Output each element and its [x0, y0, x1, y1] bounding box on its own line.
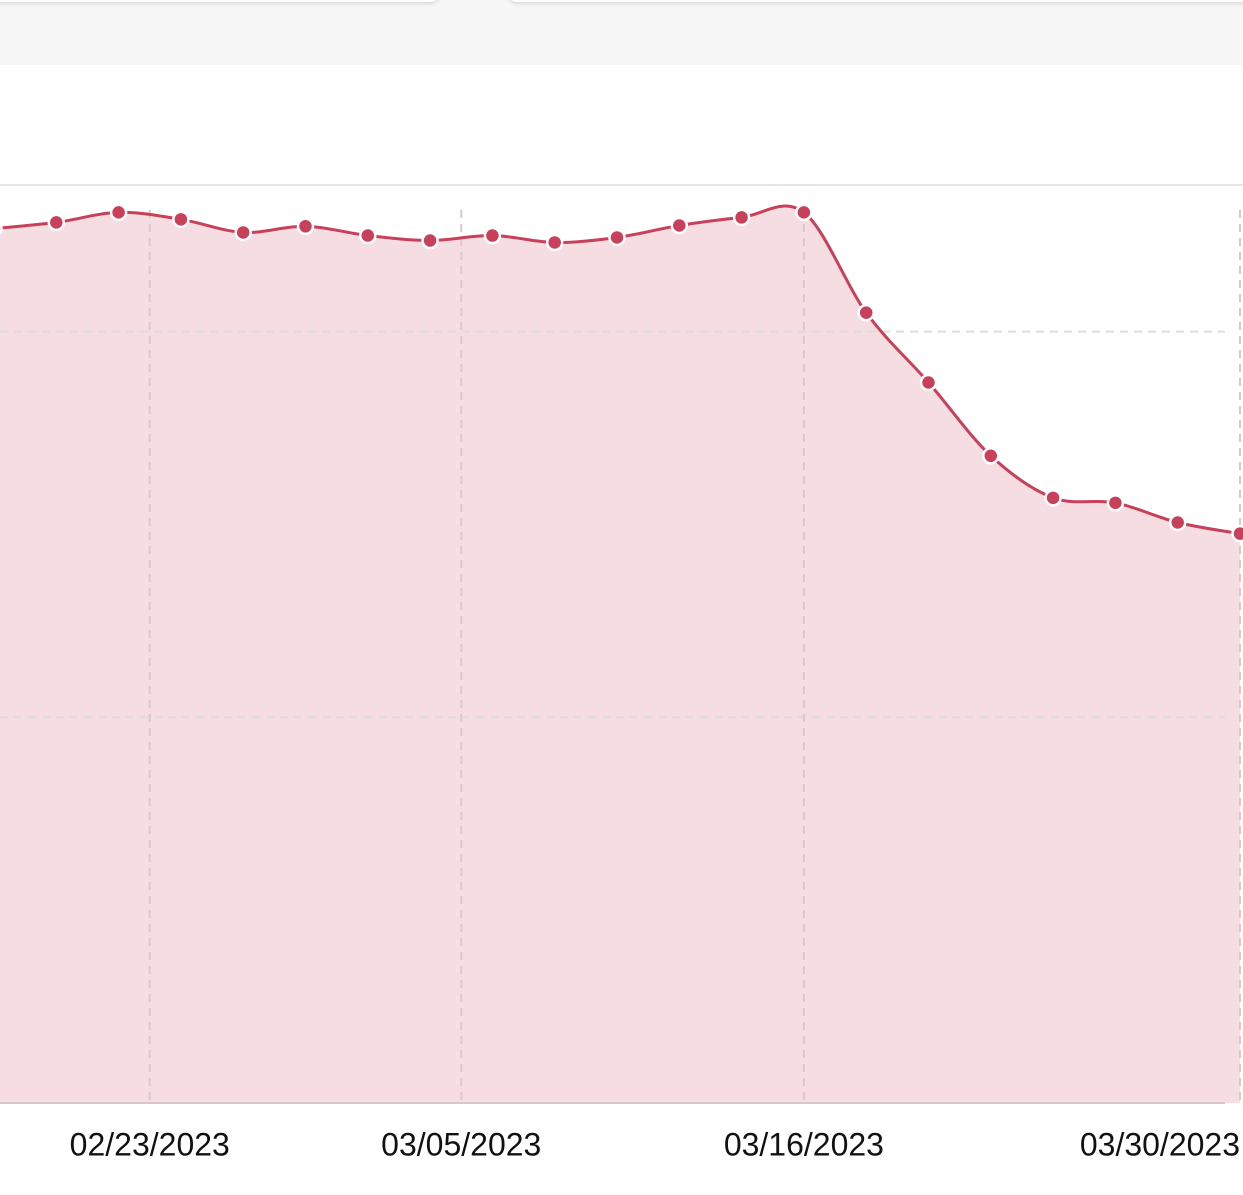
point	[360, 228, 375, 243]
point	[173, 212, 188, 227]
x-tick-label: 03/05/2023	[381, 1126, 541, 1162]
point	[796, 205, 811, 220]
point	[298, 219, 313, 234]
point	[485, 228, 500, 243]
point	[111, 205, 126, 220]
point	[423, 233, 438, 248]
x-tick-label: 03/30/2023	[1080, 1126, 1240, 1162]
x-tick-label: 02/23/2023	[70, 1126, 230, 1162]
point	[734, 210, 749, 225]
point	[236, 225, 251, 240]
point	[547, 235, 562, 250]
point	[1046, 490, 1061, 505]
x-tick-label: 03/16/2023	[724, 1126, 884, 1162]
area-fill	[0, 206, 1240, 1103]
point	[921, 375, 936, 390]
point	[859, 305, 874, 320]
point	[1108, 495, 1123, 510]
point	[983, 448, 998, 463]
point	[610, 230, 625, 245]
point	[1170, 515, 1185, 530]
point	[672, 218, 687, 233]
point	[1233, 526, 1243, 541]
point	[49, 215, 64, 230]
